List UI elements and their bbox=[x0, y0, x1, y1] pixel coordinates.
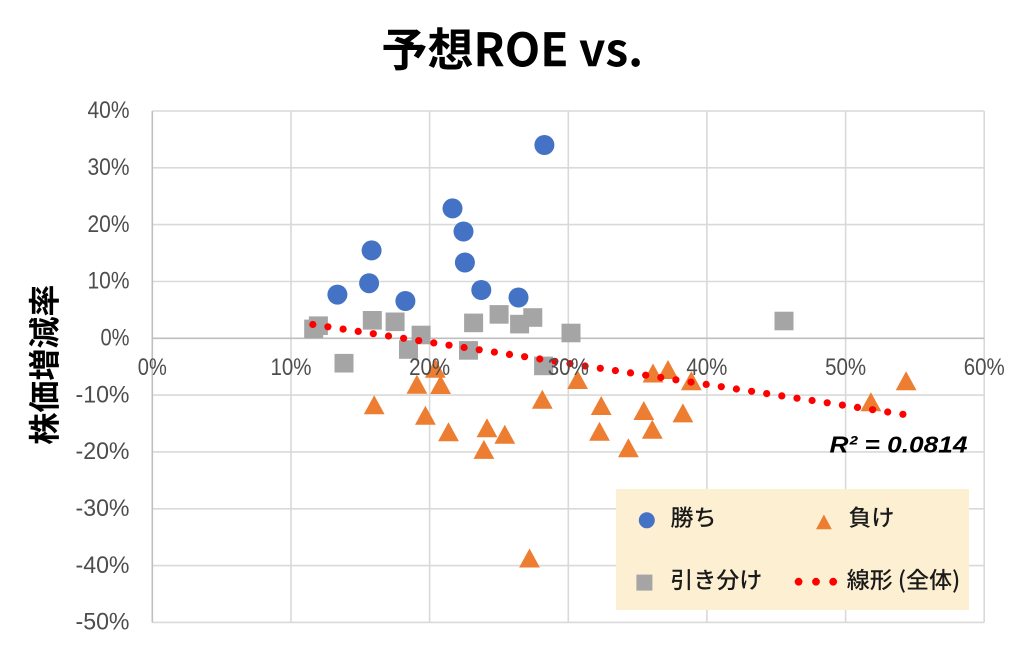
svg-text:-50%: -50% bbox=[76, 609, 130, 636]
svg-text:-10%: -10% bbox=[76, 381, 130, 408]
svg-text:60%: 60% bbox=[964, 354, 1005, 381]
svg-text:40%: 40% bbox=[88, 97, 130, 124]
svg-text:0%: 0% bbox=[101, 325, 130, 352]
svg-text:20%: 20% bbox=[409, 354, 450, 381]
svg-text:R² = 0.0814: R² = 0.0814 bbox=[830, 432, 968, 458]
svg-text:40%: 40% bbox=[686, 354, 727, 381]
svg-text:0%: 0% bbox=[138, 354, 167, 381]
svg-text:-40%: -40% bbox=[76, 552, 130, 579]
svg-text:50%: 50% bbox=[825, 354, 866, 381]
svg-text:30%: 30% bbox=[548, 354, 589, 381]
svg-text:30%: 30% bbox=[88, 154, 130, 181]
svg-text:20%: 20% bbox=[88, 211, 130, 238]
svg-text:-30%: -30% bbox=[76, 495, 130, 522]
svg-text:10%: 10% bbox=[271, 354, 312, 381]
svg-text:-20%: -20% bbox=[76, 438, 130, 465]
svg-text:10%: 10% bbox=[88, 268, 130, 295]
